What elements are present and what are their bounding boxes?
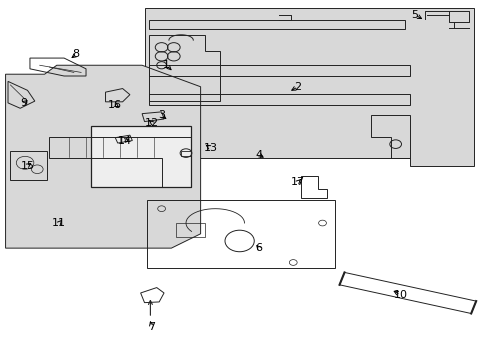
Text: 6: 6 [255,243,262,253]
Text: 5: 5 [411,10,418,20]
Text: 11: 11 [52,218,66,228]
Text: 17: 17 [290,177,305,187]
Text: 1: 1 [163,60,170,70]
Text: 2: 2 [294,82,301,92]
Polygon shape [5,65,200,248]
Text: 4: 4 [255,150,262,160]
Text: 16: 16 [108,100,122,110]
Text: 3: 3 [158,111,165,121]
Text: 10: 10 [393,290,407,300]
Text: 13: 13 [203,143,217,153]
Text: 9: 9 [20,98,28,108]
Text: 14: 14 [118,136,132,145]
Bar [181,150,190,156]
Text: 15: 15 [20,161,35,171]
Bar [91,126,190,187]
Text: 8: 8 [73,49,80,59]
Text: 7: 7 [148,322,155,332]
Polygon shape [144,8,473,166]
Bar [176,223,205,237]
Text: 12: 12 [144,118,159,128]
